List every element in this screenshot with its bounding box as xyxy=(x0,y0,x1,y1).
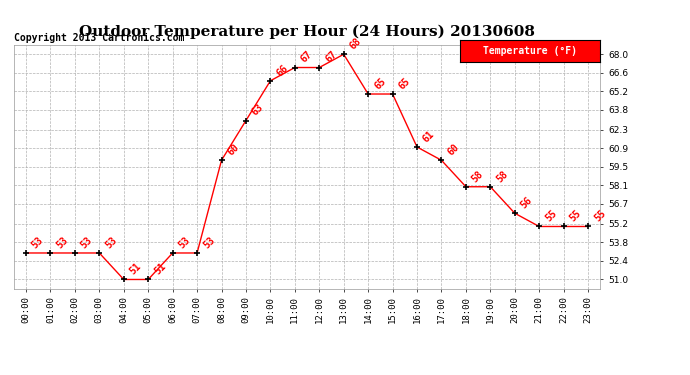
Text: 60: 60 xyxy=(226,142,241,158)
Text: 53: 53 xyxy=(104,235,119,250)
Text: 66: 66 xyxy=(275,63,290,78)
Text: 55: 55 xyxy=(568,209,583,224)
Text: 53: 53 xyxy=(55,235,70,250)
Text: 56: 56 xyxy=(519,195,534,210)
Text: 55: 55 xyxy=(543,209,559,224)
Text: 53: 53 xyxy=(30,235,46,250)
Text: 68: 68 xyxy=(348,36,363,51)
Text: 53: 53 xyxy=(177,235,193,250)
Text: 63: 63 xyxy=(250,102,266,118)
Text: 65: 65 xyxy=(397,76,412,91)
Text: 61: 61 xyxy=(421,129,437,144)
Text: 58: 58 xyxy=(470,169,486,184)
Text: 58: 58 xyxy=(495,169,510,184)
Text: 53: 53 xyxy=(201,235,217,250)
Text: 60: 60 xyxy=(446,142,461,158)
Text: 67: 67 xyxy=(299,50,315,65)
Title: Outdoor Temperature per Hour (24 Hours) 20130608: Outdoor Temperature per Hour (24 Hours) … xyxy=(79,25,535,39)
Text: 65: 65 xyxy=(373,76,388,91)
Text: 67: 67 xyxy=(324,50,339,65)
Text: Copyright 2013 Cartronics.com: Copyright 2013 Cartronics.com xyxy=(14,33,184,43)
Text: 51: 51 xyxy=(152,261,168,277)
Text: 51: 51 xyxy=(128,261,144,277)
Text: 53: 53 xyxy=(79,235,95,250)
Text: 55: 55 xyxy=(592,209,608,224)
